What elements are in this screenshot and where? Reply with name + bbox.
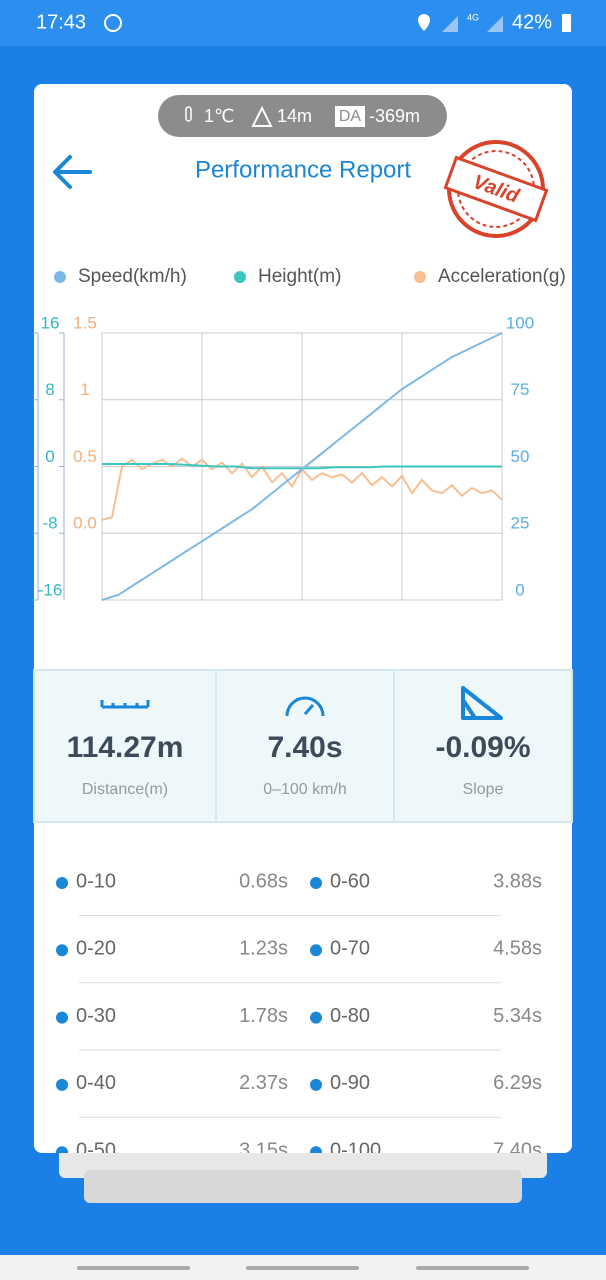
y-tick-label: 0.0	[73, 514, 97, 533]
split-range: 0-100	[330, 1139, 381, 1161]
signal-icon	[442, 16, 458, 32]
legend-label: Speed(km/h)	[78, 266, 187, 287]
chart: 16 8 0 -8 -16 1.5 1 0.5 0.0 100 75 50 25 0	[33, 313, 534, 601]
stats: 114.27m Distance(m) 7.40s 0–100 km/h -0.09% S…	[67, 731, 531, 798]
nav-button[interactable]	[416, 1266, 529, 1270]
gauge-needle	[303, 704, 315, 715]
back-button[interactable]	[53, 155, 92, 189]
stat-label: Distance(m)	[82, 781, 168, 798]
split-dot	[56, 1146, 68, 1153]
altitude: 14m	[277, 106, 312, 126]
split-range: 0-10	[76, 870, 116, 892]
split-dot	[56, 877, 68, 889]
stats-panel	[33, 669, 573, 823]
split-time: 3.15s	[239, 1139, 288, 1161]
nav-button[interactable]	[246, 1266, 359, 1270]
battery-level: 42%	[512, 11, 552, 33]
y-tick-label: 100	[506, 313, 534, 332]
conditions-pill	[158, 95, 447, 137]
status-time: 17:43	[36, 11, 86, 33]
split-dot	[310, 1078, 322, 1091]
split-time: 3.88s	[493, 870, 542, 892]
stat-value: -0.09%	[435, 731, 530, 764]
slope-icon	[461, 686, 503, 720]
split-dot	[56, 944, 68, 957]
split-range: 0-60	[330, 870, 370, 892]
legend-swatch	[54, 271, 66, 283]
thermometer-icon	[185, 106, 192, 122]
y-tick-label: 0	[45, 447, 54, 466]
y-tick-label: -16	[38, 580, 63, 599]
da-label: DA	[339, 108, 362, 125]
location-icon	[418, 14, 430, 31]
da-badge	[335, 106, 365, 127]
valid-stamp: Valid	[443, 140, 549, 238]
signal-icon	[487, 16, 503, 32]
split-time: 2.37s	[239, 1072, 288, 1094]
status-icon	[104, 14, 122, 32]
gauge-icon	[285, 696, 325, 717]
y-tick-label: 25	[511, 514, 530, 533]
split-time: 1.23s	[239, 938, 288, 960]
y-tick-label: 8	[45, 380, 54, 399]
report-card	[34, 84, 572, 1153]
split-dot	[310, 944, 322, 957]
split-range: 0-20	[76, 938, 116, 960]
y-tick-label: 50	[511, 447, 530, 466]
legend: Speed(km/h) Height(m) Acceleration(g)	[54, 266, 566, 287]
split-dot	[56, 1078, 68, 1091]
split-time: 5.34s	[493, 1005, 542, 1027]
split-dot	[56, 1011, 68, 1024]
status-bar	[0, 0, 606, 46]
splits-list: 0-10 0.68s 0-60 3.88s 0-20 1.23s 0-70 4.58s 0-30…	[56, 870, 542, 1161]
y-tick-label: 16	[41, 313, 60, 332]
split-time: 7.40s	[493, 1139, 542, 1161]
stat-value: 7.40s	[267, 731, 342, 764]
y-tick-label: 1	[80, 380, 89, 399]
split-time: 1.78s	[239, 1005, 288, 1027]
y-tick-label: 0	[515, 580, 524, 599]
split-range: 0-70	[330, 938, 370, 960]
stat-value: 114.27m	[67, 731, 184, 764]
y-tick-label: 0.5	[73, 447, 97, 466]
battery-icon	[562, 14, 571, 32]
legend-label: Height(m)	[258, 266, 341, 287]
network-type: 4G	[467, 12, 479, 22]
split-range: 0-40	[76, 1072, 116, 1094]
page-title: Performance Report	[195, 156, 411, 183]
split-range: 0-90	[330, 1072, 370, 1094]
legend-swatch	[234, 271, 246, 283]
split-time: 6.29s	[493, 1072, 542, 1094]
card-stack	[84, 1170, 522, 1203]
ruler-icon	[100, 700, 150, 709]
legend-swatch	[414, 271, 426, 283]
nav-button[interactable]	[77, 1266, 190, 1270]
legend-label: Acceleration(g)	[438, 266, 566, 287]
split-time: 0.68s	[239, 870, 288, 892]
split-range: 0-30	[76, 1005, 116, 1027]
stat-label: Slope	[463, 781, 504, 798]
y-tick-label: 75	[511, 380, 530, 399]
series-line	[101, 332, 503, 601]
split-time: 4.58s	[493, 938, 542, 960]
density-altitude: -369m	[369, 106, 420, 126]
split-range: 0-80	[330, 1005, 370, 1027]
split-dot	[310, 1011, 322, 1024]
y-tick-label: 1.5	[73, 313, 97, 332]
split-dot	[310, 877, 322, 889]
split-dot	[310, 1146, 322, 1153]
y-tick-label: -8	[42, 514, 57, 533]
temperature: 1℃	[204, 106, 234, 126]
mountain-icon	[251, 105, 273, 127]
stat-label: 0–100 km/h	[263, 781, 347, 798]
split-range: 0-50	[76, 1139, 116, 1161]
